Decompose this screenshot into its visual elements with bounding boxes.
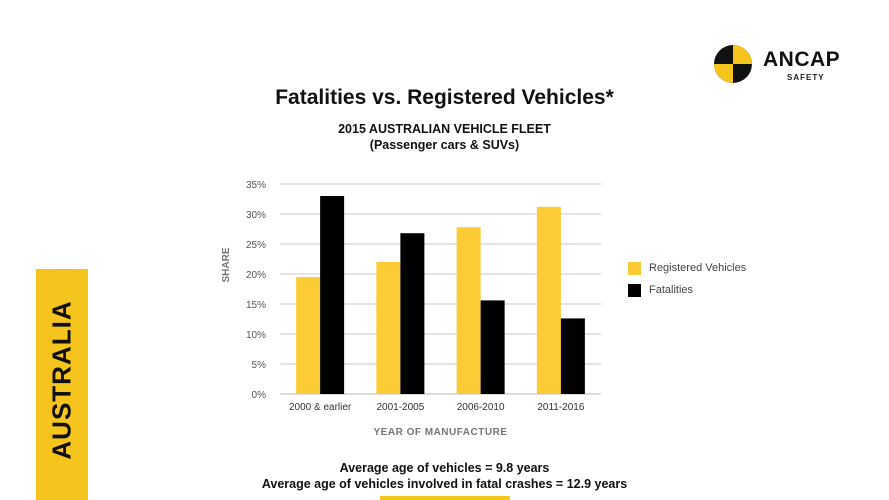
bar-registered-vehicles (296, 277, 321, 394)
chart-title: Fatalities vs. Registered Vehicles* (275, 86, 614, 109)
legend-label-registered: Registered Vehicles (649, 262, 747, 274)
legend-swatch-fatalities (628, 284, 641, 297)
bar-fatalities (400, 233, 425, 394)
bar-registered-vehicles (536, 206, 561, 394)
ancap-logo-icon (714, 45, 752, 83)
y-tick-label: 35% (246, 180, 266, 191)
x-tick-label: 2011-2016 (537, 402, 585, 413)
country-band (36, 269, 88, 500)
x-tick-label: 2000 & earlier (289, 402, 352, 413)
ancap-logo: ANCAP SAFETY (713, 44, 853, 88)
y-axis-title: SHARE (221, 247, 232, 282)
logo-subtitle: SAFETY (787, 73, 825, 82)
fatal-age-note: Average age of vehicles involved in fata… (261, 477, 628, 491)
y-tick-label: 10% (246, 330, 266, 341)
y-tick-label: 5% (252, 360, 267, 371)
y-tick-label: 30% (246, 210, 266, 221)
y-tick-label: 0% (252, 390, 267, 401)
legend-swatch-registered (628, 262, 641, 275)
bar-fatalities (560, 318, 585, 394)
logo-wordmark: ANCAP (763, 48, 841, 71)
bar-fatalities (480, 300, 505, 394)
y-tick-label: 20% (246, 270, 266, 281)
x-axis-title: YEAR OF MANUFACTURE (374, 427, 508, 438)
chart-subtitle-line-1: 2015 AUSTRALIAN VEHICLE FLEET (338, 122, 551, 136)
bottom-accent-bar (380, 496, 510, 500)
chart-subtitle: 2015 AUSTRALIAN VEHICLE FLEET (Passenger… (0, 121, 889, 153)
y-tick-label: 25% (246, 240, 266, 251)
bar-registered-vehicles (456, 227, 481, 394)
x-tick-label: 2006-2010 (457, 402, 505, 413)
bar-fatalities (320, 196, 345, 394)
legend-label-fatalities: Fatalities (649, 284, 694, 296)
chart-subtitle-line-2: (Passenger cars & SUVs) (369, 138, 520, 152)
average-age-note: Average age of vehicles = 9.8 years (339, 461, 550, 475)
bar-registered-vehicles (376, 262, 401, 394)
y-tick-label: 15% (246, 300, 266, 311)
x-tick-label: 2001-2005 (376, 402, 424, 413)
